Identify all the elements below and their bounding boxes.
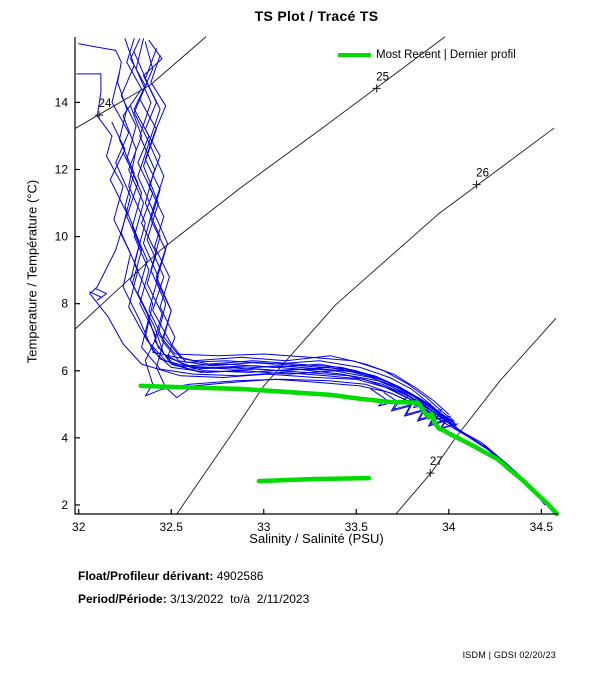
profile-line <box>89 291 102 298</box>
profile-line <box>139 41 457 425</box>
legend-label: Most Recent | Dernier profil <box>376 49 516 61</box>
x-tick-label: 33.5 <box>345 520 369 534</box>
contour-label-26: 26 <box>476 168 489 180</box>
y-tick-label: 14 <box>55 95 69 109</box>
x-tick-label: 34 <box>442 520 456 534</box>
page-title: TS Plot / Tracé TS <box>254 8 379 24</box>
profile-line <box>370 388 455 430</box>
float-id-label: Float/Profileur dérivant: <box>78 569 214 583</box>
most-recent-profile-line <box>256 475 372 484</box>
period-line: Period/Période: 3/13/2022 to/à 2/11/2023 <box>78 592 309 606</box>
y-tick-label: 8 <box>61 297 68 311</box>
source-stamp: ISDM | GDSI 02/20/23 <box>462 650 556 660</box>
y-tick-label: 10 <box>55 230 69 244</box>
x-axis-label: Salinity / Salinité (PSU) <box>249 531 384 546</box>
profile-line <box>135 38 455 422</box>
y-axis-label: Temperature / Température (°C) <box>24 179 40 364</box>
float-id-line: Float/Profileur dérivant: 4902586 <box>78 569 263 583</box>
y-tick-label: 4 <box>61 431 68 445</box>
contour-label-25: 25 <box>376 71 389 83</box>
profile-line <box>128 105 542 501</box>
y-tick-label: 6 <box>61 364 68 378</box>
profile-line <box>122 38 553 513</box>
period-value: 3/13/2022 to/à 2/11/2023 <box>170 592 310 606</box>
profile-line <box>111 71 546 506</box>
most-recent-profile-line <box>138 383 560 517</box>
period-label: Period/Période: <box>78 592 167 606</box>
x-tick-label: 32 <box>72 520 86 534</box>
float-id-value: 4902586 <box>216 569 264 583</box>
legend: Most Recent | Dernier profil <box>338 49 516 61</box>
contour-marker-26 <box>472 180 481 189</box>
axes <box>74 37 558 515</box>
y-tick-label: 2 <box>61 498 68 512</box>
profile-line <box>94 288 107 301</box>
contour-marker-27 <box>426 469 435 478</box>
profile-line <box>143 39 446 419</box>
profile-line <box>152 351 450 415</box>
y-tick-label: 12 <box>55 163 69 177</box>
profile-line <box>76 73 555 513</box>
isopycnal-contour-25 <box>75 36 446 329</box>
profile-line <box>122 152 540 498</box>
profile-line <box>133 51 446 424</box>
contour-label-24: 24 <box>99 98 112 110</box>
contour-marker-25 <box>372 84 381 93</box>
x-tick-label: 33 <box>257 520 271 534</box>
profile-line <box>130 38 450 422</box>
x-tick-label: 34.5 <box>530 520 554 534</box>
profile-line <box>383 392 459 429</box>
isopycnal-contour-26 <box>176 127 555 515</box>
contour-label-27: 27 <box>430 456 443 468</box>
isopycnal-contour-24 <box>75 36 207 129</box>
legend-line-swatch <box>338 53 371 57</box>
profile-line <box>89 122 442 422</box>
x-tick-label: 32.5 <box>160 520 184 534</box>
